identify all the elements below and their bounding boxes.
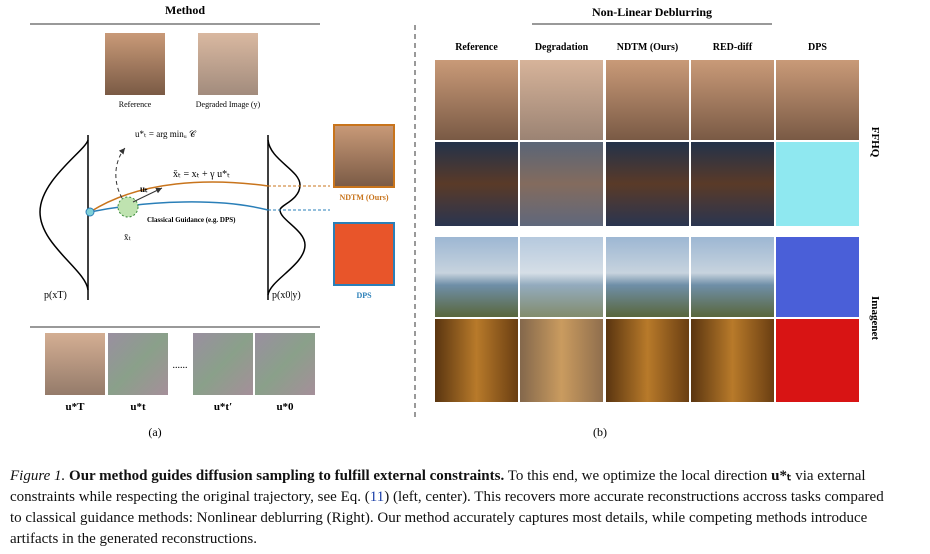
argmin-arrow [115, 147, 126, 199]
result-image [520, 142, 603, 226]
posterior-curve [267, 139, 306, 296]
u-label: u*t [130, 401, 146, 413]
result-image [606, 142, 689, 226]
prior-curve [39, 139, 89, 291]
u-label: u*t′ [214, 401, 232, 413]
guidance-path [89, 201, 269, 213]
result-image [776, 142, 859, 226]
ours-image [333, 124, 395, 188]
update-eq: x̄ₜ = xₜ + γ u*ₜ [173, 169, 230, 180]
noise-image [108, 333, 168, 395]
direction-arrow [132, 187, 163, 203]
start-point [85, 207, 95, 217]
posterior-label: p(x0|y) [272, 290, 301, 301]
row-group-label: Imagenet [869, 296, 881, 340]
figure: Method Reference Degraded Image (y) u*ₜ … [30, 3, 881, 439]
direction-label: uₜ [140, 184, 148, 194]
dps-label: DPS [356, 291, 372, 300]
prior-label: p(xT) [44, 290, 67, 301]
result-image [776, 60, 859, 140]
result-image [606, 319, 689, 402]
result-image [691, 237, 774, 317]
u-label: u*T [66, 401, 86, 413]
result-image [520, 237, 603, 317]
column-header: NDTM (Ours) [617, 42, 678, 53]
result-image [435, 237, 518, 317]
guidance-label: Classical Guidance (e.g. DPS) [147, 216, 236, 224]
result-image [520, 60, 603, 140]
column-header: Degradation [535, 42, 589, 53]
argmin-eq: u*ₜ = arg minᵤ 𝒞 [135, 129, 197, 139]
caption-headline: Our method guides diffusion sampling to … [69, 468, 505, 484]
noise-image [255, 333, 315, 395]
column-header: RED-diff [713, 42, 753, 53]
reference-label: Reference [119, 100, 152, 109]
u-label: u*0 [276, 401, 294, 413]
result-image [606, 237, 689, 317]
noise-image [193, 333, 253, 395]
right-title: Non-Linear Deblurring [592, 5, 712, 19]
dps-image [333, 222, 395, 286]
ours-label: NDTM (Ours) [339, 193, 388, 202]
column-header: DPS [808, 42, 827, 53]
left-title: Method [165, 3, 205, 17]
column-header: Reference [455, 42, 498, 53]
figure-label: Figure 1. [10, 468, 66, 484]
panel-label: (b) [593, 425, 607, 439]
result-image [435, 319, 518, 402]
degraded-label: Degraded Image (y) [196, 100, 261, 109]
reference-image [105, 33, 165, 95]
dots: ...... [173, 360, 188, 371]
result-image [435, 60, 518, 140]
result-image [691, 142, 774, 226]
result-image [691, 319, 774, 402]
result-image [776, 319, 859, 402]
degraded-image [198, 33, 258, 95]
row-group-label: FFHQ [869, 127, 881, 158]
result-image [520, 319, 603, 402]
caption-math: u*ₜ [771, 468, 792, 484]
result-image [606, 60, 689, 140]
ours-path [89, 181, 269, 213]
caption-text: To this end, we optimize the local direc… [504, 468, 772, 484]
panel-label: (a) [148, 425, 161, 439]
caption-text: ) (left, center). This recovers more acc… [10, 489, 884, 547]
result-image [435, 142, 518, 226]
local-point [117, 196, 139, 218]
caption-text: via external constraints while respectin… [10, 468, 866, 505]
caption: Figure 1. Our method guides diffusion sa… [10, 466, 890, 550]
equation-ref[interactable]: 11 [369, 489, 385, 505]
point-label: x̄ₜ [124, 232, 132, 242]
noise-image [45, 333, 105, 395]
result-image [691, 60, 774, 140]
result-image [776, 237, 859, 317]
